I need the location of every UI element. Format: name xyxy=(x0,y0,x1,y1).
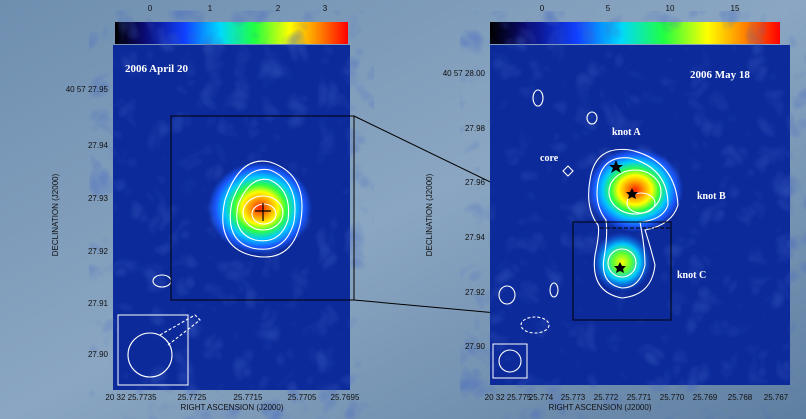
y-axis-label: DECLINATION (J2000) xyxy=(51,173,60,256)
x-tick-label: 25.7695 xyxy=(331,393,360,402)
colorbar xyxy=(490,22,780,44)
page: 2006 April 20 0 1 2 3 40 57 27.95 27.94 … xyxy=(0,0,806,419)
colorbar xyxy=(115,22,348,44)
colorbar-tick: 0 xyxy=(540,4,545,13)
colorbar-tick: 2 xyxy=(276,4,281,13)
x-tick-label: 25.773 xyxy=(561,393,586,402)
x-axis-label: RIGHT ASCENSION (J2000) xyxy=(181,403,284,412)
colorbar-tick: 1 xyxy=(208,4,213,13)
colorbar-tick: 0 xyxy=(148,4,153,13)
colorbar-tick: 15 xyxy=(731,4,740,13)
x-tick-label: 20 32 25.7735 xyxy=(105,393,157,402)
annotation: knot B xyxy=(697,191,726,202)
y-tick-label: 27.96 xyxy=(465,178,486,187)
y-tick-label: 27.94 xyxy=(88,141,109,150)
x-tick-label: 25.7725 xyxy=(178,393,207,402)
y-tick-label: 27.90 xyxy=(465,342,486,351)
panel-title: 2006 April 20 xyxy=(125,63,188,75)
y-tick-label: 40 57 28.00 xyxy=(443,69,486,78)
annotation: core xyxy=(540,153,559,164)
x-tick-label: 25.774 xyxy=(529,393,554,402)
x-tick-label: 25.7705 xyxy=(288,393,317,402)
x-tick-label: 20 32 25.775 xyxy=(485,393,532,402)
y-tick-label: 27.92 xyxy=(88,247,109,256)
slide: 2006 April 20 0 1 2 3 40 57 27.95 27.94 … xyxy=(0,0,806,419)
x-tick-label: 25.769 xyxy=(693,393,718,402)
y-tick-label: 27.90 xyxy=(88,350,109,359)
colorbar-tick: 5 xyxy=(606,4,611,13)
x-tick-label: 25.771 xyxy=(627,393,652,402)
colorbar-tick: 10 xyxy=(666,4,675,13)
y-tick-label: 27.91 xyxy=(88,299,109,308)
y-tick-label: 27.94 xyxy=(465,233,486,242)
y-tick-label: 27.98 xyxy=(465,124,486,133)
y-tick-label: 27.93 xyxy=(88,194,109,203)
colorbar-tick: 3 xyxy=(323,4,328,13)
y-tick-label: 40 57 27.95 xyxy=(66,85,109,94)
x-tick-label: 25.768 xyxy=(728,393,753,402)
annotation: knot A xyxy=(612,127,641,138)
x-axis-label: RIGHT ASCENSION (J2000) xyxy=(549,403,652,412)
x-tick-label: 25.7715 xyxy=(234,393,263,402)
y-tick-label: 27.92 xyxy=(465,288,486,297)
x-tick-label: 25.772 xyxy=(594,393,619,402)
panel-title: 2006 May 18 xyxy=(690,69,750,81)
x-tick-label: 25.767 xyxy=(764,393,789,402)
annotation: knot C xyxy=(677,270,706,281)
y-axis-label: DECLINATION (J2000) xyxy=(425,173,434,256)
x-tick-label: 25.770 xyxy=(660,393,685,402)
